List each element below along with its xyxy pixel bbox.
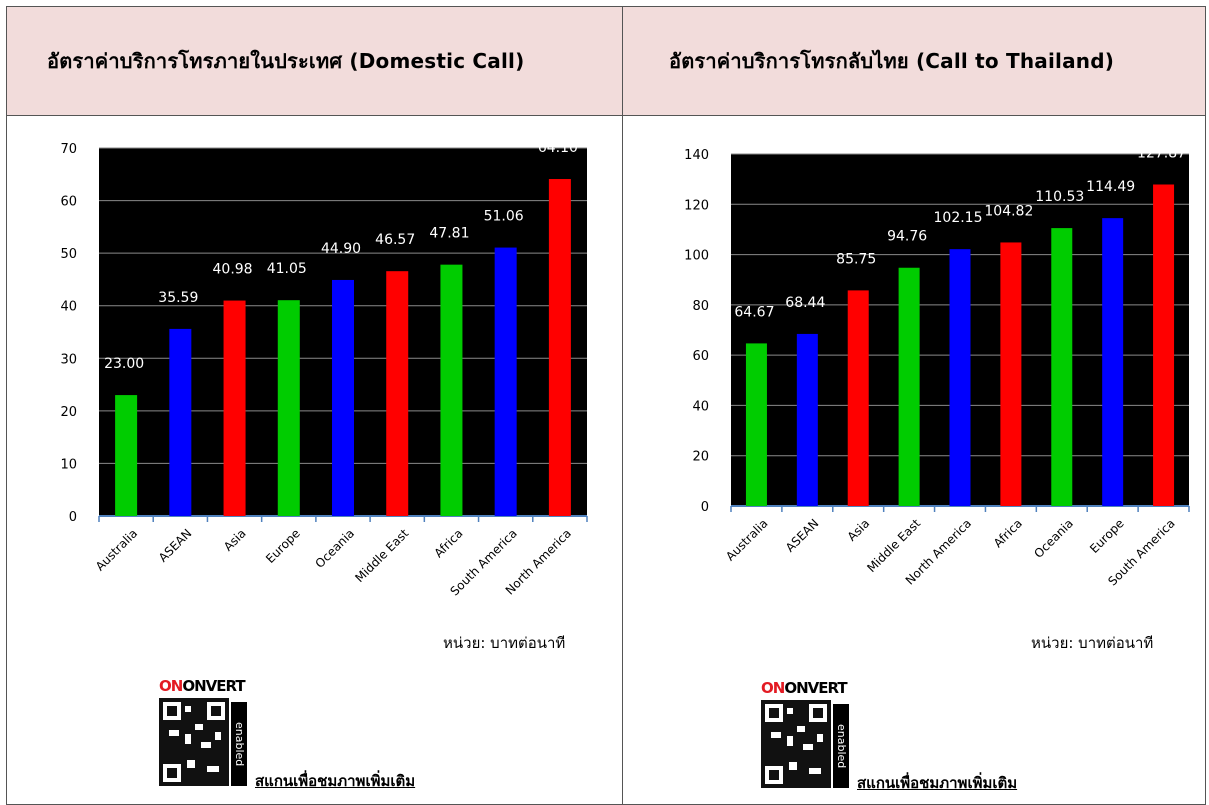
data-label: 41.05 [267,261,307,277]
bar [169,328,192,516]
onvert-logo: ONONVERT [159,677,246,695]
bar [796,333,818,506]
bar [1051,228,1073,506]
bar [745,343,767,506]
onvert-logo: ONONVERT [761,679,848,697]
y-tick-label: 0 [69,510,77,525]
data-label: 114.49 [1086,179,1135,195]
data-label: 44.90 [321,241,361,257]
rates-table: อัตราค่าบริการโทรภายในประเทศ (Domestic C… [6,6,1206,805]
x-tick-label: Oceania [1031,516,1076,561]
qr-enabled-label: enabled [833,704,849,788]
data-label: 40.98 [213,262,253,278]
domestic-call-chart: 0 10 20 30 40 50 60 70 23.00 Australia 35.59 ASEAN 4… [37,136,597,676]
bar [1102,218,1124,506]
call-to-thailand-chart: 0 20 40 60 80 100 120 140 64.67 Australia 68.44 ASE… [653,136,1193,676]
call-to-thailand-header: อัตราค่าบริการโทรกลับไทย (Call to Thaila… [622,6,1206,116]
y-tick-label: 60 [60,195,77,210]
domestic-qr-code[interactable]: ONONVERT enabled [157,676,249,788]
y-tick-label: 120 [684,198,709,213]
data-label: 94.76 [887,229,927,245]
data-label: 35.59 [158,290,198,306]
data-label: 110.53 [1035,189,1084,205]
data-label: 68.44 [785,295,825,311]
thailand-scan-link[interactable]: สแกนเพื่อชมภาพเพิ่มเติม [857,774,1018,792]
bar [548,179,571,516]
y-tick-label: 30 [60,352,77,367]
bar [494,247,517,516]
data-label: 46.57 [375,232,415,248]
y-tick-label: 70 [60,142,77,157]
x-tick-label: Middle East [352,526,411,585]
y-tick-label: 40 [60,300,77,315]
qr-code-image [159,698,229,786]
data-label: 51.06 [484,209,524,225]
y-tick-label: 80 [692,299,709,314]
domestic-call-title: อัตราค่าบริการโทรภายในประเทศ (Domestic C… [47,49,525,73]
bar [115,395,138,516]
bar [1000,242,1022,506]
x-tick-label: Europe [1087,516,1127,556]
qr-enabled-label: enabled [231,702,247,786]
call-to-thailand-chart-svg: 0 20 40 60 80 100 120 140 64.67 Australia 68.44 ASE… [684,145,1190,588]
bar [332,279,354,516]
y-tick-label: 0 [701,500,709,515]
bar [440,264,463,516]
y-tick-label: 20 [692,450,709,465]
data-label: 102.15 [934,210,983,226]
data-label: 104.82 [984,203,1033,219]
call-to-thailand-cell: 0 20 40 60 80 100 120 140 64.67 Australia 68.44 ASE… [622,115,1206,805]
bar [1153,184,1175,506]
bar [847,290,869,506]
x-tick-label: ASEAN [156,526,195,565]
bar [277,300,300,516]
y-tick-label: 100 [684,249,709,264]
bar [949,249,971,506]
call-to-thailand-title: อัตราค่าบริการโทรกลับไทย (Call to Thaila… [669,49,1115,73]
thailand-unit-note: หน่วย: บาทต่อนาที [1031,634,1154,652]
x-tick-label: Oceania [313,526,358,571]
x-tick-label: Australia [723,516,770,563]
data-label: 23.00 [104,356,144,372]
domestic-call-chart-svg: 0 10 20 30 40 50 60 70 23.00 Australia 35.59 ASEAN 4… [60,140,588,598]
domestic-call-header: อัตราค่าบริการโทรภายในประเทศ (Domestic C… [6,6,623,116]
data-label: 47.81 [429,226,469,242]
domestic-call-cell: 0 10 20 30 40 50 60 70 23.00 Australia 35.59 ASEAN 4… [6,115,623,805]
domestic-scan-link[interactable]: สแกนเพื่อชมภาพเพิ่มเติม [255,772,416,790]
y-tick-label: 50 [60,247,77,262]
y-tick-label: 20 [60,405,77,420]
x-tick-label: Africa [991,516,1025,550]
domestic-unit-note: หน่วย: บาทต่อนาที [443,634,566,652]
x-tick-label: Europe [263,526,303,566]
data-label: 64.10 [538,140,578,156]
data-label: 127.87 [1137,145,1186,161]
y-tick-label: 10 [60,457,77,472]
y-tick-label: 60 [692,349,709,364]
y-tick-label: 40 [692,399,709,414]
thailand-qr-code[interactable]: ONONVERT enabled [759,678,851,790]
bar [386,271,409,516]
x-tick-label: ASEAN [783,516,822,555]
data-label: 64.67 [734,304,774,320]
qr-code-image [761,700,831,788]
data-label: 85.75 [836,251,876,267]
bar [898,267,920,506]
x-tick-label: Asia [845,516,873,544]
bar [223,300,246,516]
x-tick-label: Australia [93,526,140,573]
x-tick-label: Africa [431,526,465,560]
y-tick-label: 140 [684,148,709,163]
x-tick-label: Asia [221,526,249,554]
